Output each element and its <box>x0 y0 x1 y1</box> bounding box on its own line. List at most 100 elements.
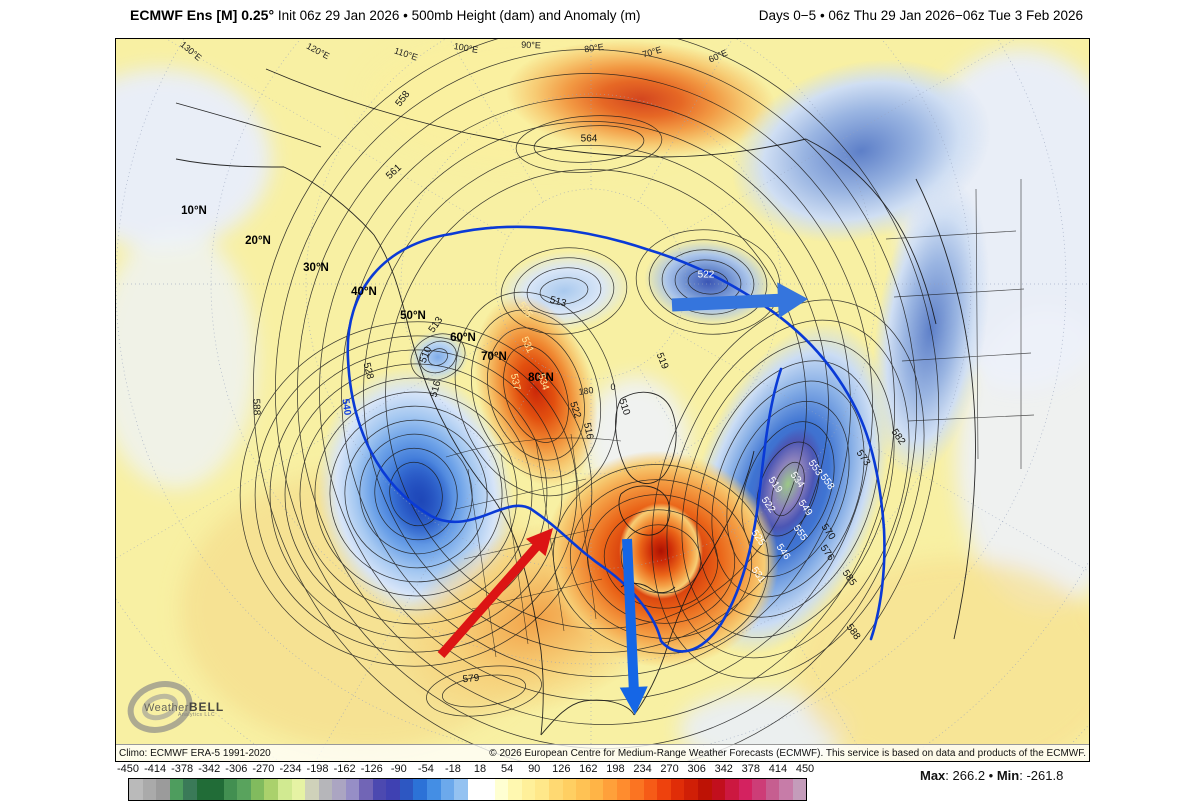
colorbar-tick: -414 <box>144 763 167 775</box>
colorbar-segment <box>264 779 279 800</box>
min-label: Min <box>996 768 1020 783</box>
colorbar-tick: 90 <box>528 763 541 775</box>
colorbar-tick: -90 <box>390 763 407 775</box>
colorbar-tick: -162 <box>333 763 356 775</box>
weatherbell-logo: WeatherBELL Analytics LLC <box>126 678 236 736</box>
colorbar-segment <box>481 779 495 800</box>
colorbar-segment <box>318 779 333 800</box>
colorbar-tick: -234 <box>279 763 302 775</box>
colorbar-segment <box>752 779 766 800</box>
colorbar-tick: 450 <box>795 763 815 775</box>
colorbar-segment <box>697 779 712 800</box>
colorbar-segment <box>643 779 658 800</box>
colorbar-tick: 234 <box>633 763 652 775</box>
blue-right-arrow <box>671 293 781 312</box>
colorbar-segment <box>535 779 549 800</box>
colorbar-segment <box>399 779 414 800</box>
red-arrow <box>437 543 541 658</box>
colorbar-segment <box>725 779 739 800</box>
anomaly-shading <box>316 40 991 719</box>
colorbar-tick: -450 <box>116 763 140 775</box>
colorbar-segment <box>440 779 455 800</box>
colorbar-tick: 342 <box>714 763 733 775</box>
logo-swirl-icon <box>127 681 193 733</box>
map-canvas: 10°N 20°N 30°N 40°N 50°N 60°N 70°N 80°N 130°E 120… <box>115 38 1090 762</box>
colorbar-segment <box>467 779 482 800</box>
max-min-readout: Max: 266.2 • Min: -261.8 <box>920 768 1063 783</box>
colorbar-tick: -54 <box>417 763 434 775</box>
colorbar-segment <box>684 779 698 800</box>
colorbar-segment <box>765 779 780 800</box>
colorbar-segment <box>359 779 373 800</box>
title-detail: Init 06z 29 Jan 2026 • 500mb Height (dam… <box>274 8 641 23</box>
colorbar-tick: 162 <box>579 763 598 775</box>
positive-anomaly-arctic-top <box>506 40 776 158</box>
colorbar-segment <box>223 779 238 800</box>
blue-down-arrow <box>622 538 639 690</box>
colorbar-segment <box>711 779 726 800</box>
colorbar-segment <box>169 779 184 800</box>
colorbar-segment <box>305 779 319 800</box>
red-arrow <box>526 528 553 557</box>
colorbar-area: -450 -414 -378 -342 -306 -270 -234 -198 -162 -126… <box>0 762 1201 807</box>
attribution-strip: Climo: ECMWF ERA-5 1991-2020 © 2026 Euro… <box>116 744 1089 761</box>
colorbar-segment <box>508 779 522 800</box>
colorbar-segment <box>521 779 536 800</box>
valid-period: Days 0−5 • 06z Thu 29 Jan 2026−06z Tue 3… <box>758 8 1083 23</box>
colorbar-segment <box>630 779 644 800</box>
annotation-arrows <box>437 282 808 715</box>
colorbar-tick: -306 <box>225 763 248 775</box>
colorbar-segment <box>237 779 251 800</box>
colorbar-tick: -378 <box>171 763 194 775</box>
colorbar-tick: 270 <box>660 763 679 775</box>
blue-down-arrow <box>619 686 648 715</box>
colorbar-tick: 306 <box>687 763 706 775</box>
colorbar-segment <box>792 779 807 800</box>
colorbar-segment <box>210 779 224 800</box>
colorbar-tick: -198 <box>306 763 329 775</box>
pacific-core <box>388 457 454 545</box>
max-value: : 266.2 • <box>945 768 997 783</box>
graticule <box>116 39 1089 761</box>
colorbar-tick: -18 <box>445 763 461 775</box>
colorbar-segment <box>779 779 793 800</box>
atlantic-core <box>754 428 822 540</box>
colorbar-segment <box>332 779 346 800</box>
colorbar-segment <box>142 779 157 800</box>
anomaly-map <box>116 39 1089 761</box>
colorbar-segment <box>562 779 577 800</box>
colorbar-segment <box>129 779 143 800</box>
colorbar-segment <box>183 779 197 800</box>
model-name: ECMWF Ens [M] 0.25° <box>130 7 275 23</box>
colorbar-segment <box>196 779 211 800</box>
colorbar-segment <box>589 779 604 800</box>
colorbar-segment <box>386 779 400 800</box>
colorbar-segment <box>616 779 631 800</box>
blue-right-arrow <box>777 282 808 319</box>
colorbar <box>128 778 807 801</box>
colorbar-segment <box>603 779 617 800</box>
colorbar-tick: 378 <box>741 763 761 775</box>
colorbar-segment <box>345 779 360 800</box>
colorbar-segment <box>454 779 468 800</box>
max-label: Max <box>920 768 946 783</box>
colorbar-segment <box>738 779 753 800</box>
colorbar-segment <box>670 779 685 800</box>
colorbar-segment <box>657 779 671 800</box>
logo-subtext: Analytics LLC <box>178 712 216 718</box>
colorbar-tick: 126 <box>552 763 571 775</box>
colorbar-tick: 54 <box>500 763 514 775</box>
colorbar-tick: -270 <box>252 763 275 775</box>
positive-anomaly-alaska <box>474 295 598 487</box>
colorbar-segment <box>291 779 306 800</box>
colorbar-segment <box>548 779 563 800</box>
colorbar-segment <box>250 779 265 800</box>
colorbar-tick: 18 <box>473 763 487 775</box>
colorbar-tick: 414 <box>768 763 788 775</box>
logo-text: WeatherBELL <box>144 700 225 714</box>
colorbar-segment <box>372 779 387 800</box>
copyright-text: © 2026 European Centre for Medium-Range … <box>489 747 1086 759</box>
colorbar-tick: -126 <box>360 763 383 775</box>
colorbar-segment <box>278 779 292 800</box>
colorbar-segment <box>413 779 428 800</box>
